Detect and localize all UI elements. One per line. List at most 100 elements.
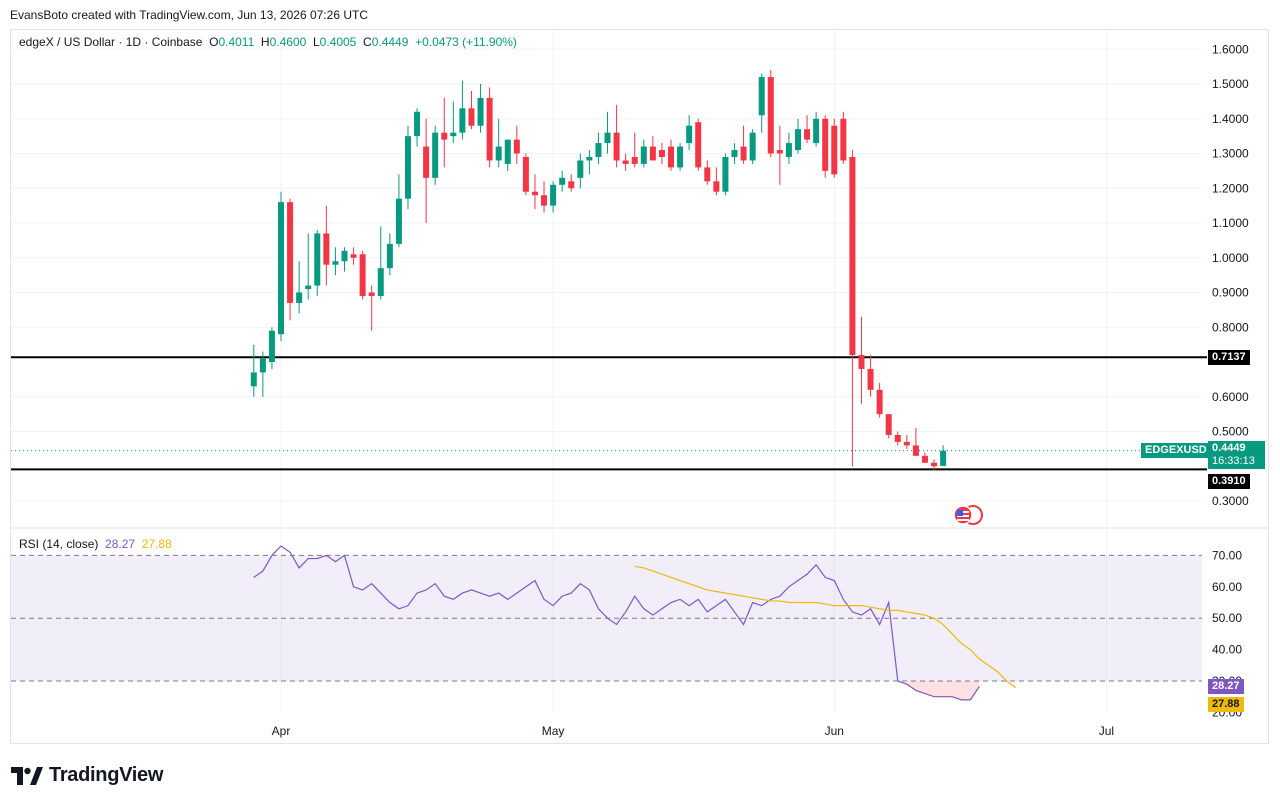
y-tick-label: 1.4000 (1212, 112, 1249, 126)
candle-body (758, 77, 765, 116)
candle-body (722, 156, 729, 192)
candle-body (749, 132, 756, 161)
y-tick-label: 1.5000 (1212, 77, 1249, 91)
lower-line-tag: 0.3910 (1208, 474, 1250, 489)
rsi-band-layer (11, 554, 1202, 682)
candle-body (595, 143, 602, 157)
candle-body (613, 132, 620, 161)
tradingview-logo[interactable]: TradingView (11, 764, 163, 787)
candle-body (259, 358, 266, 373)
candle-body (604, 132, 611, 144)
horizontal-lines-layer (11, 356, 1207, 471)
candle-body (250, 372, 257, 387)
countdown-value: 16:33:13 (1212, 455, 1255, 467)
candle-body (577, 160, 584, 178)
candle-body (287, 202, 294, 303)
candle-body (668, 146, 675, 168)
candle-body (441, 132, 448, 140)
open-label: O (209, 35, 219, 49)
y-tick-label: 0.3000 (1212, 494, 1249, 508)
y-tick-label: 0.8000 (1212, 320, 1249, 334)
y-tick-label: 1.3000 (1212, 147, 1249, 161)
y-tick-label: 1.6000 (1212, 42, 1249, 56)
candle-body (278, 202, 284, 335)
candle-body (849, 156, 856, 356)
candle-body (522, 156, 529, 192)
rsi-y-tick-label: 50.00 (1212, 611, 1242, 625)
candle-body (268, 330, 275, 362)
candle-body (731, 150, 738, 157)
candle-body (513, 139, 520, 154)
low-value: 0.4005 (319, 35, 357, 49)
candle-body (804, 129, 811, 140)
last-price-tag: 0.4449 16:33:13 (1208, 441, 1265, 469)
x-tick-label: Apr (272, 724, 291, 738)
candle-body (586, 156, 593, 161)
candle-body (386, 243, 393, 269)
candle-body (550, 184, 557, 206)
logo-text: TradingView (49, 764, 164, 786)
candle-body (622, 160, 629, 164)
candle-body (305, 285, 312, 290)
rsi-legend[interactable]: RSI (14, close) 28.27 27.88 (19, 537, 172, 551)
symbol-legend[interactable]: edgeX / US Dollar · 1D · Coinbase O0.401… (19, 35, 517, 49)
rsi-ma-line (634, 565, 1017, 689)
symbol-title: edgeX / US Dollar · 1D · Coinbase (19, 35, 203, 49)
symbol-tag: EDGEXUSD (1141, 443, 1211, 458)
tradingview-logo-icon (11, 766, 43, 785)
y-tick-label: 1.1000 (1212, 216, 1249, 230)
candle-body (423, 146, 430, 178)
candle-body (359, 254, 366, 296)
candle-body (450, 132, 457, 137)
us-event-flag-icon[interactable] (951, 505, 985, 530)
rsi-y-tick-label: 60.00 (1212, 580, 1242, 594)
candle-body (332, 261, 339, 265)
candle-body (785, 143, 792, 157)
candle-body (677, 146, 684, 168)
candle-body (404, 136, 411, 199)
rsi-oversold-fill (906, 681, 980, 700)
candle-body (468, 108, 475, 126)
x-tick-label: May (542, 724, 565, 738)
candle-body (767, 77, 774, 154)
y-tick-label: 0.5000 (1212, 425, 1249, 439)
candle-body (395, 198, 402, 244)
rsi-lines-layer (253, 545, 1017, 701)
change-value: +0.0473 (+11.90%) (415, 35, 517, 49)
candle-body (296, 292, 303, 303)
candle-body (903, 441, 910, 446)
rsi-value-tag: 28.27 (1208, 679, 1244, 694)
candle-body (704, 167, 711, 182)
candle-body (912, 445, 919, 456)
candle-body (858, 355, 865, 369)
candle-body (477, 97, 484, 126)
rsi-ma-legend-value: 27.88 (141, 537, 172, 551)
candle-body (414, 111, 421, 137)
candle-body (323, 233, 330, 265)
candle-body (776, 150, 783, 154)
candle-body (350, 254, 357, 258)
candle-body (713, 181, 720, 192)
rsi-y-tick-label: 70.00 (1212, 548, 1242, 562)
candle-body (640, 146, 647, 164)
rsi-line (253, 545, 980, 701)
close-label: C (363, 35, 372, 49)
candle-body (940, 450, 947, 466)
candle-body (794, 129, 801, 151)
candle-body (504, 139, 511, 164)
y-tick-label: 1.0000 (1212, 251, 1249, 265)
rsi-title: RSI (14, close) (19, 537, 99, 551)
candle-body (695, 122, 702, 168)
candle-body (831, 125, 838, 175)
candle-body (432, 132, 439, 178)
rsi-legend-value: 28.27 (105, 537, 136, 551)
candle-body (459, 108, 466, 133)
candle-body (341, 250, 348, 262)
x-tick-label: Jul (1099, 724, 1114, 738)
candle-body (649, 146, 656, 161)
y-tick-label: 0.6000 (1212, 390, 1249, 404)
candle-body (867, 368, 874, 390)
chart-frame (10, 29, 1269, 744)
candle-body (740, 146, 747, 161)
